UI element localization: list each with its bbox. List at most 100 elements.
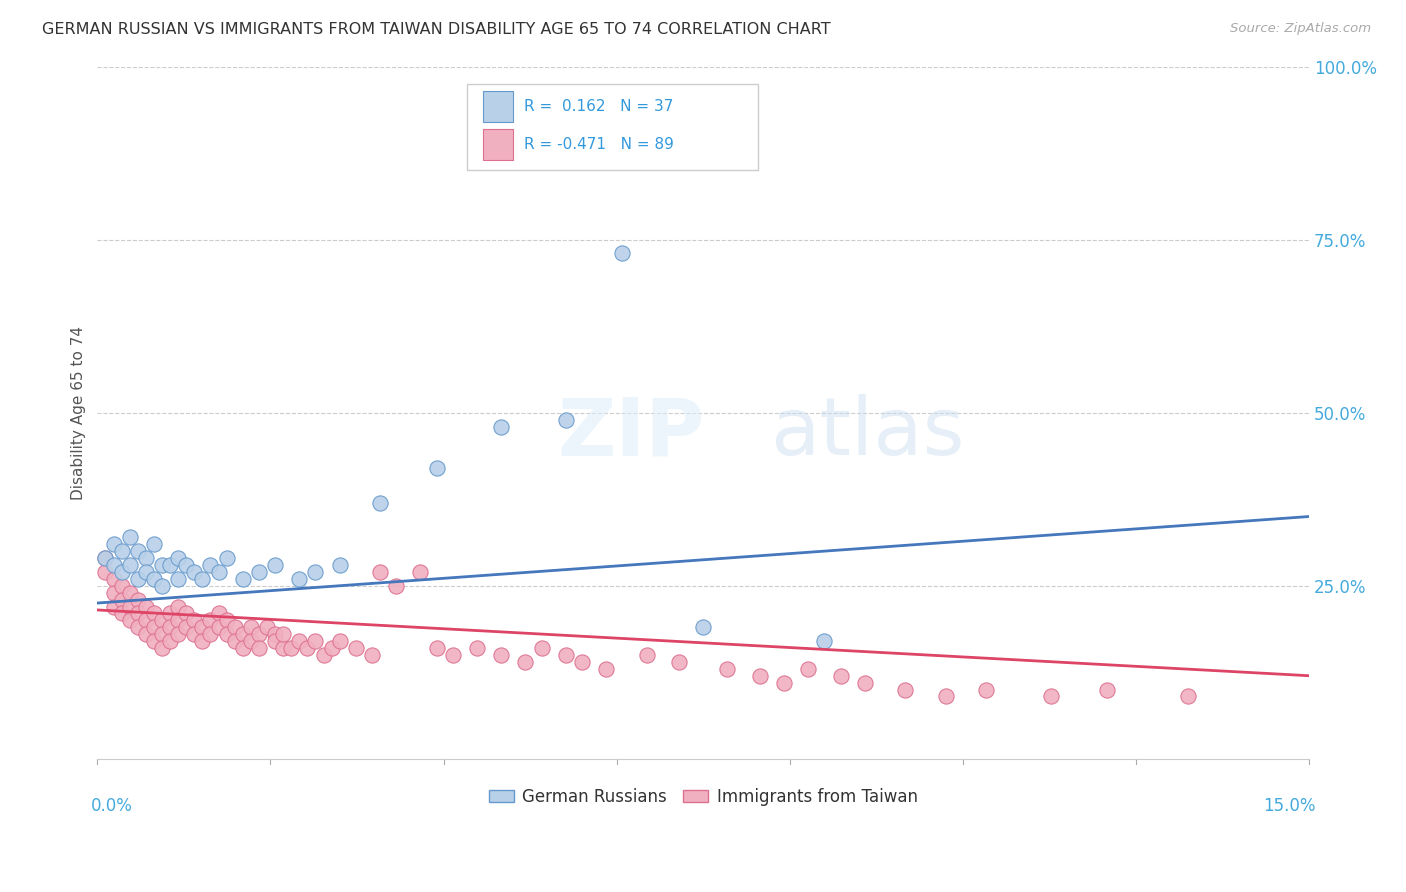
Point — [135, 565, 157, 579]
Point — [174, 607, 197, 621]
Point — [288, 572, 311, 586]
Point — [224, 620, 246, 634]
Point — [127, 592, 149, 607]
Point — [247, 627, 270, 641]
Point — [668, 655, 690, 669]
Point — [127, 572, 149, 586]
Bar — [482, 91, 513, 122]
Point — [271, 627, 294, 641]
Point — [110, 544, 132, 558]
Point — [368, 496, 391, 510]
Point — [329, 634, 352, 648]
Point — [297, 640, 319, 655]
Point — [167, 572, 190, 586]
Point — [135, 613, 157, 627]
Point — [118, 530, 141, 544]
Point — [692, 620, 714, 634]
Point — [215, 613, 238, 627]
Point — [183, 613, 205, 627]
Bar — [482, 128, 513, 160]
Point — [215, 627, 238, 641]
Point — [491, 648, 513, 662]
Point — [224, 634, 246, 648]
Point — [264, 627, 287, 641]
Point — [167, 599, 190, 614]
Text: R = -0.471   N = 89: R = -0.471 N = 89 — [524, 136, 673, 152]
Point — [894, 682, 917, 697]
Point — [167, 627, 190, 641]
Point — [215, 551, 238, 566]
Point — [426, 461, 449, 475]
Text: R =  0.162   N = 37: R = 0.162 N = 37 — [524, 99, 673, 114]
Point — [974, 682, 997, 697]
Point — [127, 544, 149, 558]
Point — [773, 675, 796, 690]
Point — [232, 627, 254, 641]
Point — [554, 648, 576, 662]
Text: atlas: atlas — [770, 394, 965, 473]
Point — [636, 648, 658, 662]
Point — [191, 634, 214, 648]
Point — [571, 655, 593, 669]
Point — [247, 640, 270, 655]
Point — [232, 640, 254, 655]
Point — [200, 613, 222, 627]
Point — [813, 634, 835, 648]
Point — [1095, 682, 1118, 697]
Point — [150, 640, 173, 655]
Text: 0.0%: 0.0% — [91, 797, 134, 815]
Point — [256, 620, 278, 634]
Point — [207, 620, 229, 634]
Point — [361, 648, 384, 662]
Point — [329, 558, 352, 572]
Point — [174, 620, 197, 634]
Point — [183, 565, 205, 579]
Point — [1039, 690, 1062, 704]
Point — [94, 551, 117, 566]
Point — [716, 662, 738, 676]
Point — [200, 558, 222, 572]
Point — [110, 579, 132, 593]
Point — [110, 607, 132, 621]
Point — [103, 558, 125, 572]
Point — [247, 565, 270, 579]
Point — [321, 640, 343, 655]
Point — [554, 412, 576, 426]
Point — [239, 634, 262, 648]
Point — [94, 565, 117, 579]
Point — [1177, 690, 1199, 704]
Point — [150, 558, 173, 572]
Point — [159, 607, 181, 621]
Point — [174, 558, 197, 572]
Point — [142, 572, 165, 586]
Point — [191, 620, 214, 634]
Point — [150, 613, 173, 627]
Point — [612, 246, 634, 260]
Point — [409, 565, 432, 579]
Point — [94, 551, 117, 566]
Point — [465, 640, 488, 655]
Point — [110, 565, 132, 579]
Point — [183, 627, 205, 641]
Point — [159, 620, 181, 634]
FancyBboxPatch shape — [467, 84, 758, 170]
Point — [142, 537, 165, 551]
Point — [150, 627, 173, 641]
Point — [271, 640, 294, 655]
Point — [118, 599, 141, 614]
Text: ZIP: ZIP — [558, 394, 704, 473]
Point — [530, 640, 553, 655]
Point — [135, 627, 157, 641]
Point — [264, 558, 287, 572]
Point — [385, 579, 408, 593]
Point — [239, 620, 262, 634]
Point — [368, 565, 391, 579]
Point — [167, 551, 190, 566]
Point — [207, 565, 229, 579]
Point — [110, 592, 132, 607]
Point — [232, 572, 254, 586]
Point — [935, 690, 957, 704]
Point — [491, 419, 513, 434]
Point — [207, 607, 229, 621]
Point — [103, 572, 125, 586]
